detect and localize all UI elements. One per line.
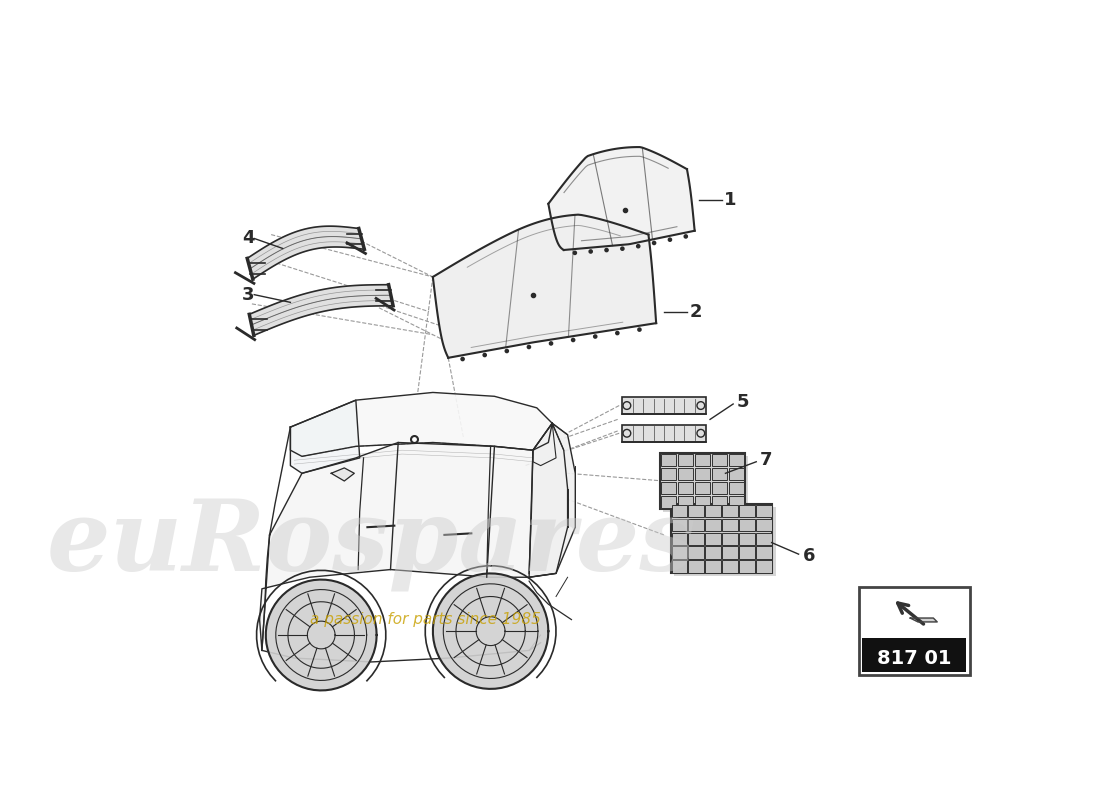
Polygon shape [290, 400, 360, 474]
Bar [705, 518, 720, 531]
Polygon shape [290, 393, 552, 456]
Bar [678, 454, 693, 466]
Bar [689, 560, 704, 573]
Polygon shape [250, 285, 393, 335]
Polygon shape [260, 423, 568, 650]
Bar [739, 533, 755, 545]
Bar [705, 533, 720, 545]
Text: 4: 4 [242, 230, 254, 247]
Circle shape [460, 357, 465, 362]
Bar [757, 533, 772, 545]
Bar [689, 533, 704, 545]
Bar [757, 505, 772, 517]
Circle shape [572, 250, 578, 255]
Circle shape [620, 246, 625, 251]
Circle shape [636, 244, 640, 249]
Text: 6: 6 [803, 546, 815, 565]
Bar [712, 454, 727, 466]
Bar [621, 425, 706, 442]
Bar [728, 454, 744, 466]
Bar [739, 560, 755, 573]
Bar [728, 468, 744, 480]
Text: 817 01: 817 01 [877, 649, 952, 668]
Bar [705, 560, 720, 573]
Text: 3: 3 [242, 286, 254, 304]
Circle shape [483, 353, 487, 358]
Bar [695, 454, 711, 466]
Bar [661, 468, 676, 480]
Circle shape [652, 241, 657, 246]
Bar [723, 560, 738, 573]
Circle shape [615, 330, 619, 335]
Bar [728, 496, 744, 508]
Circle shape [588, 249, 593, 254]
Bar [739, 505, 755, 517]
Text: euRospares: euRospares [46, 494, 696, 591]
Circle shape [571, 338, 575, 342]
Bar [661, 496, 676, 508]
Polygon shape [331, 468, 354, 481]
Polygon shape [534, 423, 556, 466]
Bar [678, 496, 693, 508]
Bar [663, 456, 748, 512]
Bar [660, 454, 745, 509]
Bar [712, 496, 727, 508]
Circle shape [549, 341, 553, 346]
Circle shape [683, 234, 689, 238]
Bar [671, 518, 686, 531]
Bar [739, 518, 755, 531]
Bar [712, 482, 727, 494]
Polygon shape [248, 226, 364, 279]
Bar [678, 482, 693, 494]
Circle shape [527, 345, 531, 350]
Bar [723, 533, 738, 545]
Circle shape [593, 334, 597, 339]
Text: 2: 2 [690, 302, 702, 321]
Polygon shape [433, 214, 656, 358]
Text: a passion for parts since 1985: a passion for parts since 1985 [310, 612, 540, 627]
Text: 1: 1 [724, 191, 736, 209]
Bar [689, 546, 704, 558]
Bar [689, 518, 704, 531]
Bar [674, 507, 775, 577]
Bar [712, 468, 727, 480]
Bar [705, 505, 720, 517]
Bar [671, 533, 686, 545]
Polygon shape [433, 574, 548, 689]
Bar [671, 560, 686, 573]
Bar [621, 397, 706, 414]
Bar [757, 546, 772, 558]
Bar [678, 468, 693, 480]
Bar [728, 482, 744, 494]
Bar [757, 518, 772, 531]
Bar [661, 454, 676, 466]
Bar [705, 546, 720, 558]
Bar [723, 546, 738, 558]
Bar [661, 482, 676, 494]
Bar [671, 504, 772, 574]
Polygon shape [911, 618, 937, 622]
Circle shape [668, 238, 672, 242]
Bar [671, 546, 686, 558]
Polygon shape [266, 579, 376, 690]
Bar [671, 505, 686, 517]
FancyBboxPatch shape [859, 587, 969, 675]
Circle shape [637, 327, 641, 332]
Bar [739, 546, 755, 558]
Text: 5: 5 [737, 393, 749, 410]
Bar [695, 482, 711, 494]
Bar [695, 468, 711, 480]
Polygon shape [548, 147, 695, 250]
Bar [861, 638, 967, 672]
Circle shape [604, 248, 608, 252]
Bar [689, 505, 704, 517]
Text: 7: 7 [760, 451, 772, 470]
Circle shape [505, 349, 509, 354]
Polygon shape [529, 423, 575, 578]
Bar [757, 560, 772, 573]
Bar [695, 496, 711, 508]
Bar [723, 518, 738, 531]
Bar [723, 505, 738, 517]
